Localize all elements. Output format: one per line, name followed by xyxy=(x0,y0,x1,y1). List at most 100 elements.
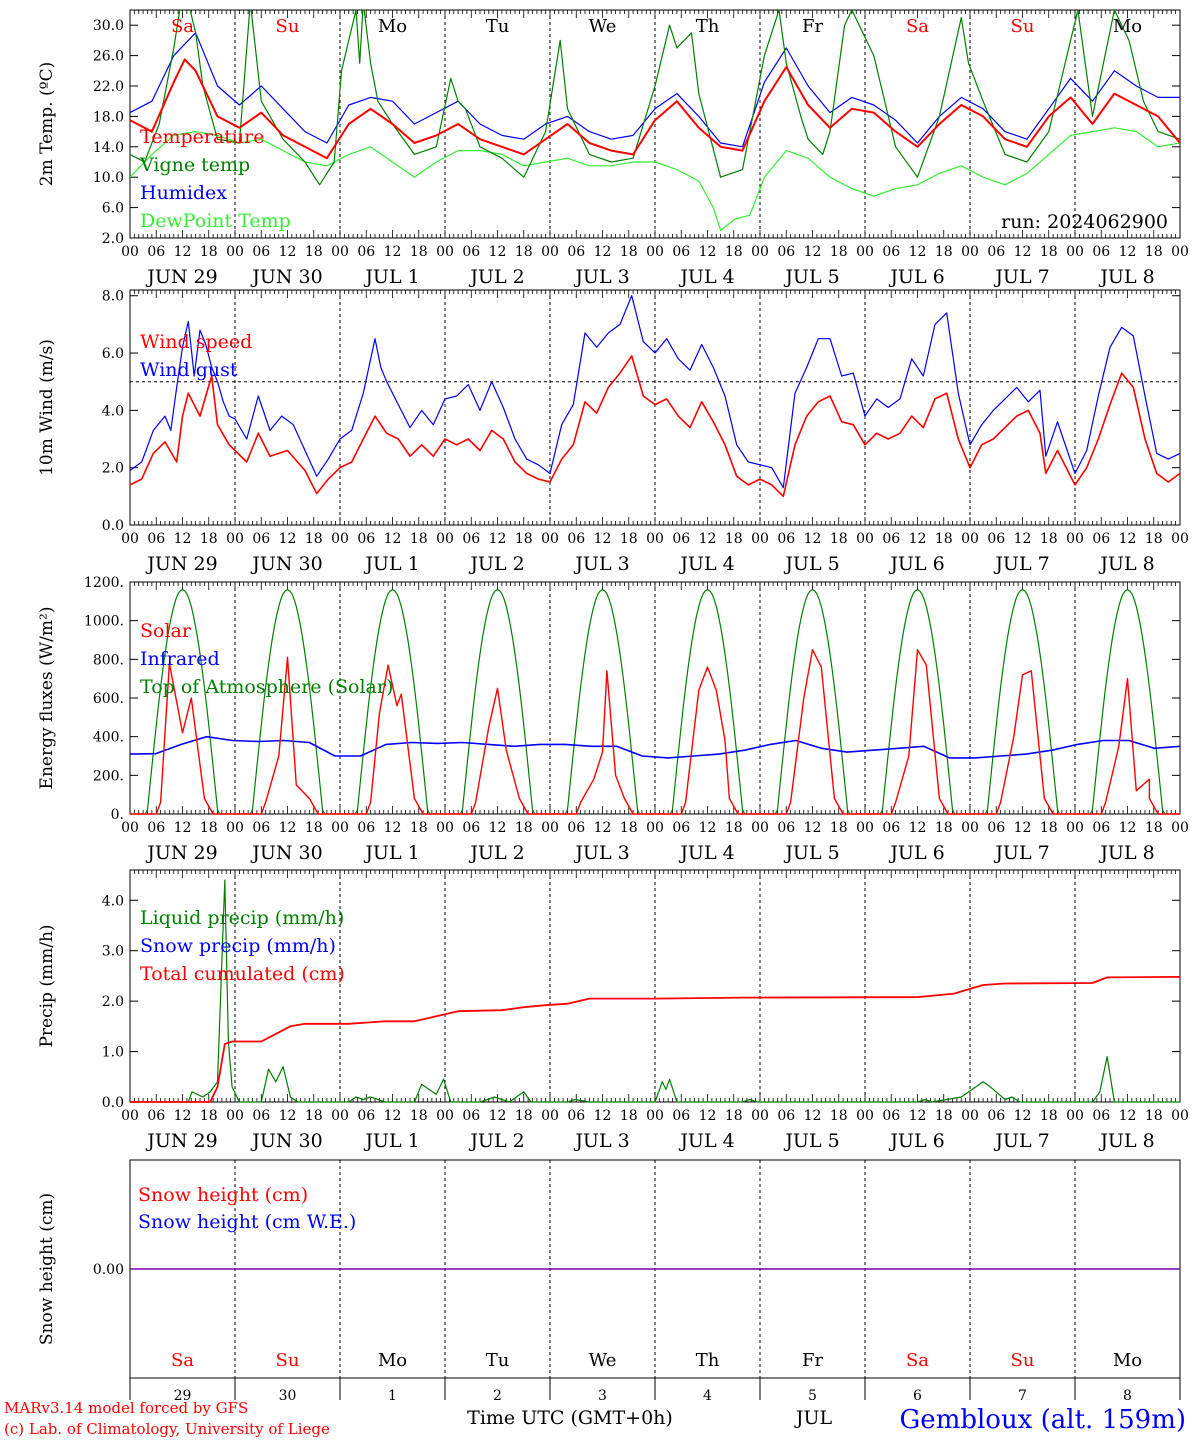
legend-entry: Snow height (cm) xyxy=(138,1184,308,1206)
hour-label: 18 xyxy=(935,244,953,260)
hour-label: 06 xyxy=(1092,531,1110,547)
hour-label: 00 xyxy=(1171,531,1189,547)
date-label: JUL 7 xyxy=(993,266,1049,288)
date-label: JUL 7 xyxy=(993,842,1049,864)
hour-label: 00 xyxy=(331,244,349,260)
day-number-label: 7 xyxy=(1018,1388,1027,1404)
legend-entry: DewPoint Temp xyxy=(140,210,291,232)
footer: MARv3.14 model forced by GFS (c) Lab. of … xyxy=(4,1399,1186,1438)
hour-label: 18 xyxy=(830,531,848,547)
weekday-label: Sa xyxy=(171,16,194,37)
hour-label: 00 xyxy=(1171,1108,1189,1124)
hour-label: 18 xyxy=(830,820,848,836)
date-label: JUL 8 xyxy=(1098,266,1154,288)
hour-label: 18 xyxy=(725,531,743,547)
hour-label: 00 xyxy=(646,531,664,547)
weekday-label: Th xyxy=(696,1350,720,1371)
weekday-label: Mo xyxy=(378,1350,407,1371)
hour-label: 18 xyxy=(515,244,533,260)
series-line-speed xyxy=(129,355,1181,498)
date-label: JUL 3 xyxy=(573,842,629,864)
date-label: JUL 6 xyxy=(888,553,944,575)
hour-label: 12 xyxy=(1119,820,1137,836)
panel-temp: 2.0 6.0 10.0 14.0 18.0 22.0 26.0 30.0 00 06 12 18 JU… xyxy=(37,9,1189,288)
hour-label: 18 xyxy=(410,531,428,547)
weekday-label: Th xyxy=(696,16,720,37)
y-axis-label: Precip (mm/h) xyxy=(37,924,57,1047)
hour-label: 00 xyxy=(646,1108,664,1124)
hour-label: 00 xyxy=(751,1108,769,1124)
date-label: JUL 6 xyxy=(888,266,944,288)
legend-entry: Vigne temp xyxy=(139,154,250,176)
hour-label: 06 xyxy=(1092,244,1110,260)
hour-label: 12 xyxy=(384,820,402,836)
hour-label: 00 xyxy=(1066,1108,1084,1124)
run-label: run: 2024062900 xyxy=(1001,211,1168,233)
y-tick-label: 2.0 xyxy=(102,461,124,477)
date-label: JUL 5 xyxy=(783,266,839,288)
hour-label: 06 xyxy=(252,820,270,836)
panel-flux: 0. 200. 400. 600. 800. 1000. 1200. 00 06 12 18 JUN … xyxy=(37,575,1189,864)
legend-entry: Snow height (cm W.E.) xyxy=(138,1211,356,1233)
date-label: JUL 5 xyxy=(783,842,839,864)
hour-label: 00 xyxy=(1066,531,1084,547)
y-axis-label: Snow height (cm) xyxy=(37,1193,57,1345)
hour-label: 06 xyxy=(462,820,480,836)
legend-entry: Liquid precip (mm/h) xyxy=(140,907,344,929)
weekday-label: Tu xyxy=(486,16,510,37)
weekday-label: Sa xyxy=(906,16,929,37)
hour-label: 06 xyxy=(147,1108,165,1124)
y-tick-label: 600. xyxy=(93,691,124,707)
hour-label: 12 xyxy=(1119,244,1137,260)
hour-label: 00 xyxy=(961,531,979,547)
hour-label: 18 xyxy=(830,1108,848,1124)
hour-label: 12 xyxy=(384,244,402,260)
hour-label: 00 xyxy=(121,820,139,836)
hour-label: 18 xyxy=(1145,1108,1163,1124)
y-tick-label: 26.0 xyxy=(93,49,124,65)
hour-label: 12 xyxy=(489,1108,507,1124)
hour-label: 12 xyxy=(174,820,192,836)
y-axis-label: 2m Temp. (ºC) xyxy=(37,62,57,187)
hour-label: 00 xyxy=(961,244,979,260)
hour-label: 18 xyxy=(620,244,638,260)
date-label: JUN 29 xyxy=(145,1130,217,1152)
hour-label: 12 xyxy=(594,531,612,547)
y-tick-label: 1.0 xyxy=(102,1045,124,1061)
hour-label: 12 xyxy=(489,531,507,547)
hour-label: 12 xyxy=(699,531,717,547)
hour-label: 12 xyxy=(699,244,717,260)
hour-label: 18 xyxy=(305,820,323,836)
hour-label: 18 xyxy=(725,244,743,260)
hour-label: 00 xyxy=(331,1108,349,1124)
y-axis-label: 10m Wind (m/s) xyxy=(37,339,57,476)
hour-label: 06 xyxy=(987,820,1005,836)
hour-label: 06 xyxy=(567,244,585,260)
hour-label: 00 xyxy=(436,820,454,836)
hour-label: 12 xyxy=(594,244,612,260)
hour-label: 00 xyxy=(436,244,454,260)
date-label: JUL 8 xyxy=(1098,1130,1154,1152)
weekday-label: We xyxy=(589,1350,617,1371)
date-label: JUL 2 xyxy=(468,266,524,288)
hour-label: 00 xyxy=(226,1108,244,1124)
date-label: JUL 3 xyxy=(573,553,629,575)
legend-entry: Total cumulated (cm) xyxy=(140,963,345,985)
date-label: JUL 6 xyxy=(888,1130,944,1152)
hour-label: 00 xyxy=(1066,244,1084,260)
y-tick-label: 2.0 xyxy=(102,231,124,247)
hour-label: 00 xyxy=(751,531,769,547)
y-tick-label: 0.0 xyxy=(102,1095,124,1111)
hour-label: 18 xyxy=(410,244,428,260)
series-line-1 xyxy=(130,10,1180,186)
hour-label: 00 xyxy=(121,1108,139,1124)
y-tick-label: 10.0 xyxy=(93,170,124,186)
hour-label: 18 xyxy=(410,820,428,836)
hour-label: 18 xyxy=(200,531,218,547)
hour-label: 12 xyxy=(279,820,297,836)
hour-label: 12 xyxy=(279,531,297,547)
hour-label: 12 xyxy=(384,531,402,547)
date-label: JUL 3 xyxy=(573,266,629,288)
hour-label: 18 xyxy=(200,820,218,836)
hour-label: 00 xyxy=(646,820,664,836)
